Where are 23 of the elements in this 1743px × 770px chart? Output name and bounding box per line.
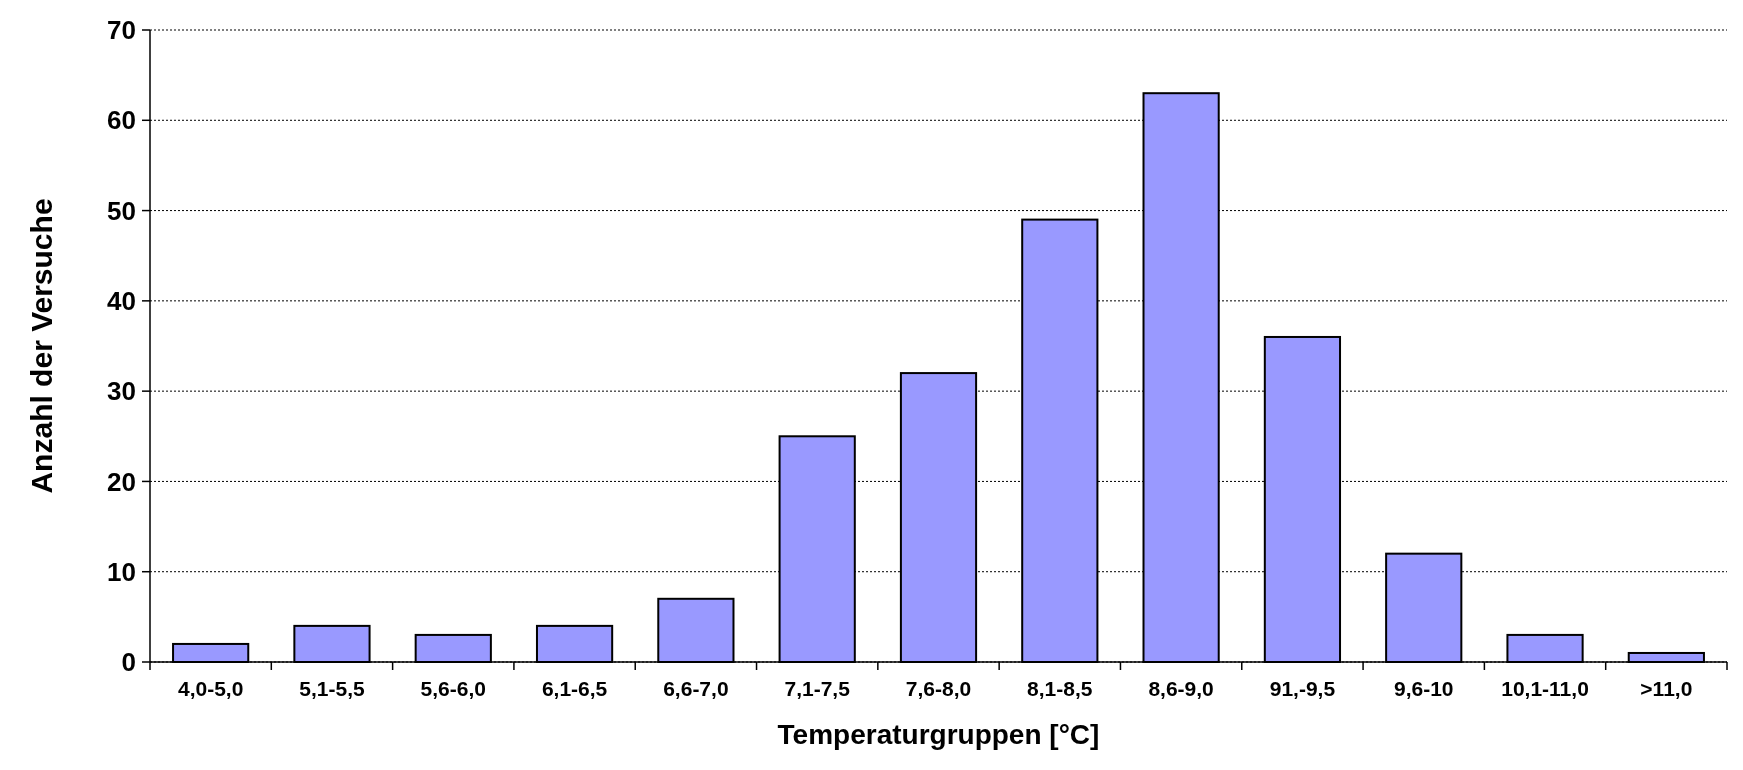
x-tick-label: 7,6-8,0	[905, 677, 972, 700]
y-tick-label: 0	[121, 647, 136, 678]
y-axis-title: Anzahl der Versuche	[25, 198, 58, 494]
x-tick-label: >11,0	[1640, 677, 1693, 700]
x-tick-label: 9,6-10	[1393, 677, 1454, 700]
x-tick-label: 8,6-9,0	[1148, 677, 1214, 700]
y-tick-label: 20	[107, 466, 136, 497]
x-tick-label: 7,1-7,5	[784, 677, 851, 700]
x-tick-label: 6,1-6,5	[541, 677, 608, 700]
x-tick-label: 8,1-8,5	[1027, 677, 1093, 700]
y-tick-label: 40	[107, 285, 136, 316]
y-tick-label: 50	[107, 195, 136, 226]
x-tick-label: 5,1-5,5	[299, 677, 365, 700]
y-tick-label: 70	[107, 15, 136, 46]
y-tick-label: 60	[107, 105, 136, 136]
x-axis-title: Temperaturgruppen [°C]	[777, 719, 1100, 750]
x-tick-label: 6,6-7,0	[663, 677, 729, 700]
x-tick-label: 10,1-11,0	[1501, 677, 1589, 700]
x-tick-label: 4,0-5,0	[177, 677, 244, 700]
x-tick-label: 5,6-6,0	[420, 677, 486, 700]
y-tick-label: 30	[107, 376, 136, 407]
x-tick-label: 91,-9,5	[1269, 677, 1336, 700]
y-tick-label: 10	[107, 556, 136, 587]
